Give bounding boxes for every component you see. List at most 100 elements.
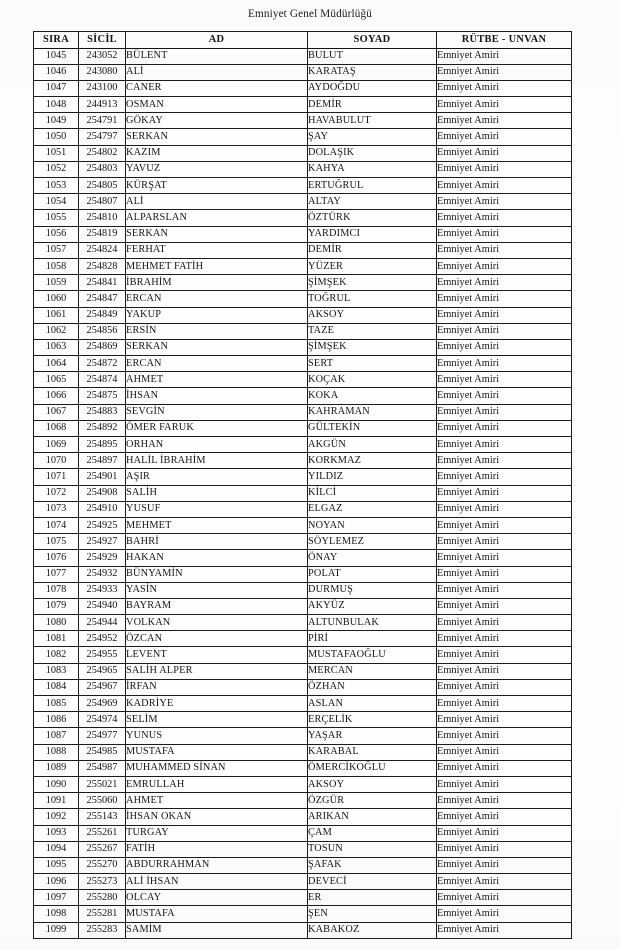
table-row: 1051 254802 KAZIM DOLAŞIK Emniyet Amiri: [33, 144, 572, 162]
cell-sira: 1060: [33, 290, 79, 308]
cell-rutbe: Emniyet Amiri: [436, 419, 572, 438]
cell-ad: ORHAN: [125, 435, 308, 454]
table-row: 1056 254819 SERKAN YARDIMCI Emniyet Amiri: [33, 225, 572, 243]
cell-rutbe: Emniyet Amiri: [436, 792, 572, 810]
cell-sicil: 254908: [78, 484, 126, 502]
table-row: 1071 254901 AŞIR YILDIZ Emniyet Amiri: [33, 468, 572, 486]
cell-soyad: DOLAŞIK: [307, 144, 437, 162]
cell-soyad: KAHRAMAN: [307, 403, 437, 421]
cell-sira: 1062: [33, 322, 79, 340]
cell-sicil: 254933: [78, 581, 126, 599]
cell-sicil: 254874: [78, 371, 126, 389]
cell-sira: 1092: [33, 808, 79, 826]
cell-sicil: 254807: [78, 193, 126, 211]
cell-sicil: 254987: [78, 759, 126, 777]
cell-sira: 1056: [33, 225, 79, 243]
table-row: 1049 254791 GÖKAY HAVABULUT Emniyet Amiri: [33, 112, 572, 130]
table-row: 1085 254969 KADRİYE ASLAN Emniyet Amiri: [33, 694, 572, 713]
table-row: 1081 254952 ÖZCAN PİRİ Emniyet Amiri: [33, 630, 572, 648]
table-row: 1082 254955 LEVENT MUSTAFAOĞLU Emniyet Amiri: [33, 646, 572, 664]
cell-soyad: SÖYLEMEZ: [307, 533, 437, 551]
cell-soyad: ÖMERCİKOĞLU: [307, 759, 437, 777]
cell-soyad: YILDIZ: [307, 468, 437, 486]
cell-sicil: 254955: [78, 646, 126, 664]
cell-ad: HALİL İBRAHİM: [125, 452, 308, 470]
table-row: 1063 254869 SERKAN ŞİMŞEK Emniyet Amiri: [33, 338, 572, 357]
cell-soyad: SERT: [307, 355, 437, 373]
cell-soyad: ELGAZ: [307, 500, 437, 518]
cell-soyad: TAZE: [307, 322, 437, 340]
cell-rutbe: Emniyet Amiri: [436, 355, 572, 373]
cell-ad: SERKAN: [125, 338, 308, 357]
cell-soyad: AKSOY: [307, 775, 437, 794]
cell-rutbe: Emniyet Amiri: [436, 452, 572, 470]
cell-rutbe: Emniyet Amiri: [436, 889, 572, 907]
cell-rutbe: Emniyet Amiri: [436, 387, 572, 405]
table-row: 1092 255143 İHSAN OKAN ARIKAN Emniyet Amiri: [33, 808, 572, 826]
cell-sira: 1052: [33, 160, 79, 179]
cell-soyad: KARABAL: [307, 743, 437, 761]
cell-sicil: 254869: [78, 338, 126, 357]
cell-ad: İHSAN: [125, 387, 308, 405]
cell-soyad: NOYAN: [307, 516, 437, 535]
cell-ad: GÖKAY: [125, 112, 308, 130]
table-row: 1061 254849 YAKUP AKSOY Emniyet Amiri: [33, 306, 572, 324]
table-row: 1059 254841 İBRAHİM ŞİMŞEK Emniyet Amiri: [33, 274, 572, 292]
cell-sicil: 254929: [78, 549, 126, 567]
table-row: 1065 254874 AHMET KOÇAK Emniyet Amiri: [33, 371, 572, 389]
cell-sicil: 254969: [78, 694, 126, 713]
cell-rutbe: Emniyet Amiri: [436, 306, 572, 324]
cell-ad: MEHMET: [125, 516, 308, 535]
table-row: 1074 254925 MEHMET NOYAN Emniyet Amiri: [33, 516, 572, 535]
table-row: 1067 254883 SEVGİN KAHRAMAN Emniyet Amiri: [33, 403, 572, 421]
cell-ad: CANER: [125, 79, 308, 98]
table-row: 1098 255281 MUSTAFA ŞEN Emniyet Amiri: [33, 905, 572, 923]
cell-sicil: 254985: [78, 743, 126, 761]
cell-soyad: AKGÜN: [307, 435, 437, 454]
cell-ad: ERCAN: [125, 355, 308, 373]
cell-ad: İHSAN OKAN: [125, 808, 308, 826]
cell-rutbe: Emniyet Amiri: [436, 775, 572, 794]
page-title: Emniyet Genel Müdürlüğü: [247, 8, 372, 20]
cell-ad: SERKAN: [125, 128, 308, 146]
cell-sira: 1087: [33, 727, 79, 745]
cell-sicil: 254910: [78, 500, 126, 518]
cell-soyad: ÖNAY: [307, 549, 437, 567]
cell-rutbe: Emniyet Amiri: [436, 614, 572, 632]
cell-rutbe: Emniyet Amiri: [436, 581, 572, 599]
cell-sicil: 254828: [78, 257, 126, 276]
cell-soyad: MERCAN: [307, 662, 437, 680]
cell-soyad: ER: [307, 889, 437, 907]
table-row: 1089 254987 MUHAMMED SİNAN ÖMERCİKOĞLU Emniy…: [33, 759, 572, 777]
cell-soyad: KORKMAZ: [307, 452, 437, 470]
cell-ad: ABDURRAHMAN: [125, 856, 308, 875]
cell-soyad: ALTUNBULAK: [307, 614, 437, 632]
cell-ad: KADRİYE: [125, 694, 308, 713]
cell-rutbe: Emniyet Amiri: [436, 727, 572, 745]
cell-sira: 1077: [33, 565, 79, 583]
cell-rutbe: Emniyet Amiri: [436, 743, 572, 761]
cell-sira: 1051: [33, 144, 79, 162]
cell-soyad: ÖZGÜR: [307, 792, 437, 810]
table-row: 1079 254940 BAYRAM AKYÜZ Emniyet Amiri: [33, 597, 572, 616]
cell-soyad: MUSTAFAOĞLU: [307, 646, 437, 664]
cell-rutbe: Emniyet Amiri: [436, 468, 572, 486]
cell-sicil: 254824: [78, 241, 126, 259]
cell-sicil: 254847: [78, 290, 126, 308]
cell-sicil: 255283: [78, 921, 126, 939]
table-row: 1054 254807 ALİ ALTAY Emniyet Amiri: [33, 193, 572, 211]
cell-rutbe: Emniyet Amiri: [436, 711, 572, 729]
cell-sira: 1098: [33, 905, 79, 923]
cell-sicil: 255270: [78, 856, 126, 875]
table-row: 1075 254927 BAHRİ SÖYLEMEZ Emniyet Amiri: [33, 533, 572, 551]
cell-ad: ALPARSLAN: [125, 209, 308, 227]
cell-rutbe: Emniyet Amiri: [436, 549, 572, 567]
cell-soyad: ASLAN: [307, 694, 437, 713]
cell-rutbe: Emniyet Amiri: [436, 128, 572, 146]
cell-sira: 1094: [33, 840, 79, 858]
cell-rutbe: Emniyet Amiri: [436, 856, 572, 875]
cell-sira: 1067: [33, 403, 79, 421]
cell-ad: ERCAN: [125, 290, 308, 308]
cell-sira: 1065: [33, 371, 79, 389]
